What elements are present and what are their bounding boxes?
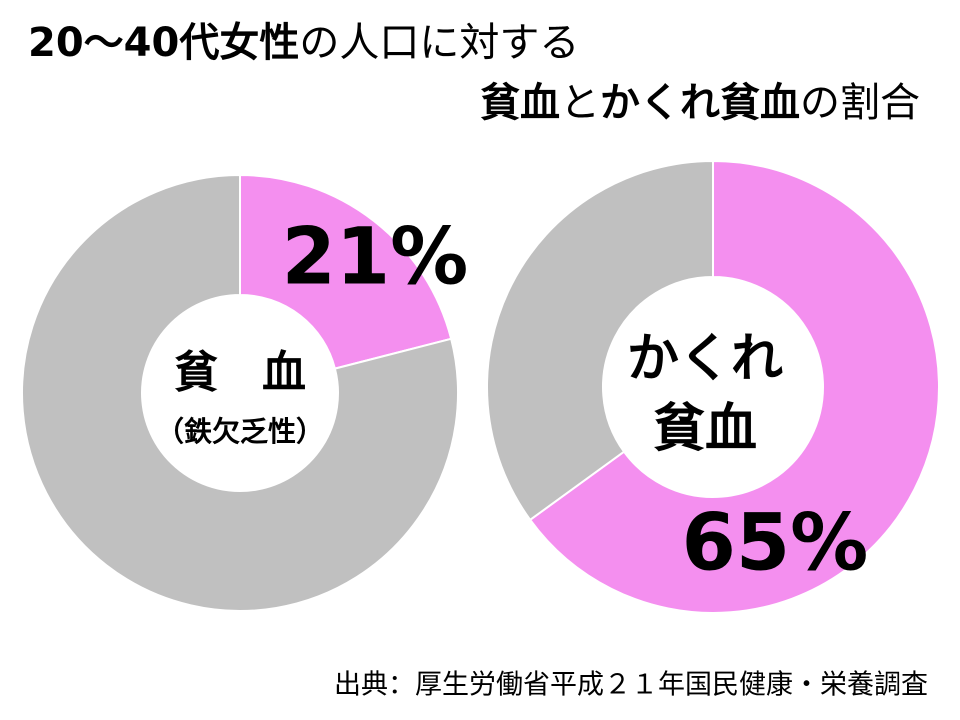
value-label: 21% xyxy=(282,212,469,302)
value-label: 65% xyxy=(682,498,869,588)
title-segment: 貧血 xyxy=(480,80,560,126)
title-line: 貧血とかくれ貧血の割合 xyxy=(480,80,920,126)
donut-segment xyxy=(239,173,453,370)
title-segment: かくれ貧血 xyxy=(600,80,800,126)
donut-segment xyxy=(486,159,714,522)
title-segment: 20～40代女性 xyxy=(28,20,299,66)
center-label: かくれ xyxy=(627,329,783,389)
source: 出典：厚生労働省平成２１年国民健康・栄養調査 xyxy=(334,670,928,701)
center-label: 貧血 xyxy=(653,399,757,459)
title-segment: の割合 xyxy=(800,80,920,126)
title-segment: と xyxy=(560,80,600,126)
donut-segment xyxy=(528,159,940,614)
donut-segment xyxy=(21,173,459,612)
title-segment: の人口に対する xyxy=(299,20,579,66)
title-line: 20～40代女性の人口に対する xyxy=(28,20,579,66)
center-label: （鉄欠乏性） xyxy=(156,415,324,448)
center-label: 貧 血 xyxy=(174,347,306,398)
